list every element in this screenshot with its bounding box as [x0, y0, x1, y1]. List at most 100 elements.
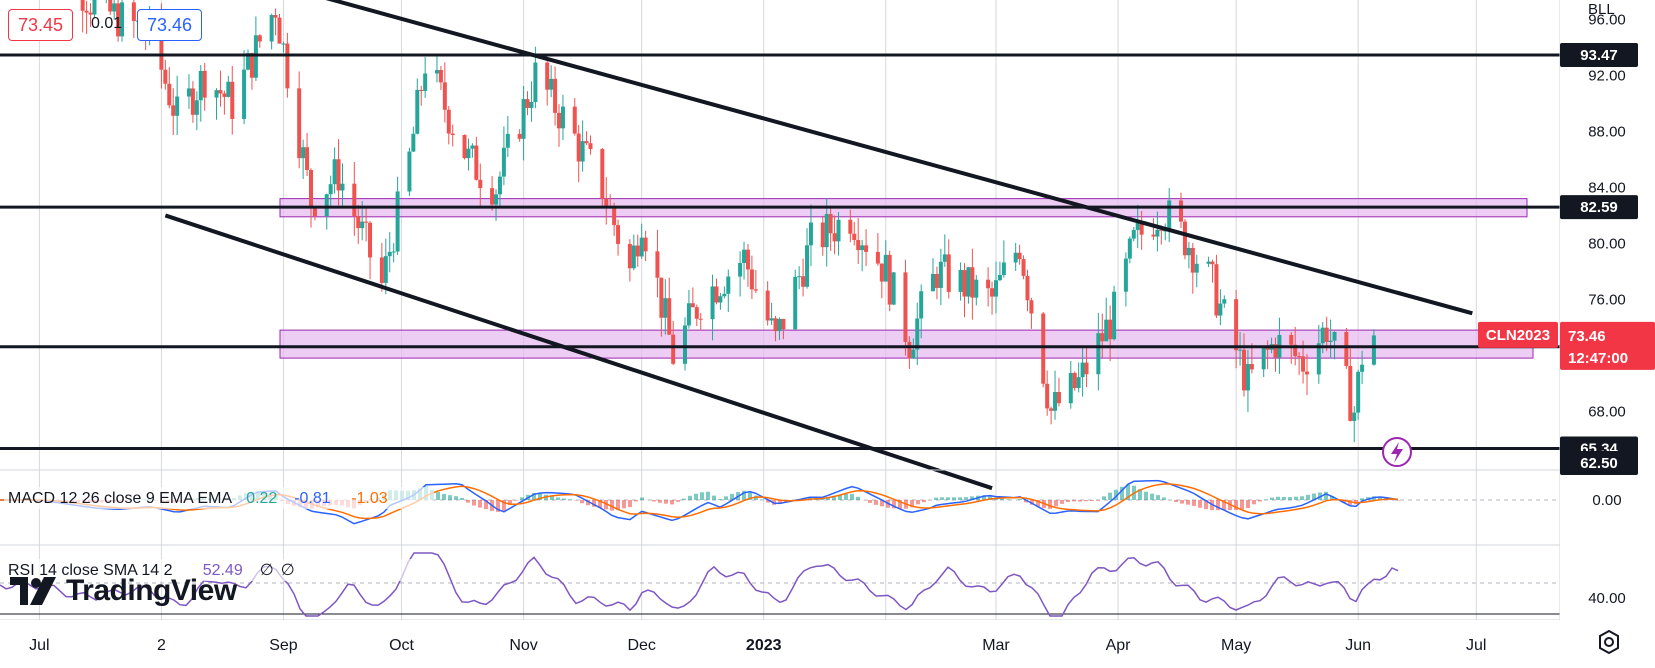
candle-down	[1210, 261, 1215, 265]
macd-histogram-bar	[466, 500, 470, 503]
indicator-value: 52.49	[203, 562, 243, 579]
candle-down	[946, 254, 951, 292]
candle-down	[753, 289, 758, 291]
candle-up	[1167, 200, 1172, 231]
macd-histogram-bar	[538, 493, 542, 500]
macd-histogram-bar	[742, 490, 746, 500]
macd-histogram-bar	[622, 500, 626, 509]
candle-up	[1238, 349, 1243, 351]
candle-down	[588, 143, 593, 150]
macd-histogram-bar	[1084, 500, 1088, 502]
candle-down	[159, 13, 164, 70]
macd-histogram-bar	[1306, 494, 1310, 500]
candle-down	[442, 82, 447, 110]
macd-histogram-bar	[1060, 500, 1064, 504]
macd-histogram-bar	[478, 500, 482, 508]
flash-icon[interactable]	[1382, 437, 1412, 467]
macd-histogram-bar	[514, 500, 518, 501]
indicator-title: MACD 12 26 close 9 EMA EMA	[8, 490, 232, 507]
candle-down	[1249, 364, 1254, 370]
indicator-value: ∅	[281, 562, 295, 579]
time-axis[interactable]: Jul 2 Sep Oct Nov Dec 2023 Mar Apr May Jun Jul	[0, 620, 1560, 668]
price-tick-label: 88.00	[1588, 123, 1626, 140]
macd-histogram-bar	[562, 498, 566, 500]
candle-up	[1316, 343, 1321, 375]
candle-up	[407, 151, 412, 192]
candle-down	[690, 303, 695, 308]
candle-down	[379, 257, 384, 283]
candle-down	[655, 251, 660, 278]
macd-histogram-bar	[664, 500, 668, 504]
time-tick-label: Jul	[1466, 637, 1486, 654]
candle-up	[1013, 252, 1018, 263]
candle-up	[411, 133, 416, 152]
candle-down	[604, 198, 609, 207]
macd-histogram-bar	[820, 498, 824, 500]
candle-down	[1159, 229, 1164, 231]
candle-down	[1029, 300, 1034, 314]
candle-down	[368, 222, 373, 258]
candle-down	[1084, 362, 1089, 375]
macd-histogram-bar	[1264, 499, 1268, 500]
macd-histogram-bar	[1324, 491, 1328, 500]
price-axis[interactable]: 96.0092.0088.0084.0080.0076.0072.0068.00…	[1478, 0, 1655, 668]
macd-histogram-bar	[442, 493, 446, 500]
candle-up	[1131, 229, 1136, 239]
macd-histogram-bar	[1216, 500, 1220, 511]
macd-histogram-bar	[1090, 500, 1094, 501]
price-tick-label: 80.00	[1588, 235, 1626, 252]
candle-up	[242, 69, 247, 119]
macd-histogram-bar	[676, 500, 680, 502]
ask-price-box[interactable]: 73.46	[137, 9, 203, 41]
axis-tag-text: 62.50	[1580, 455, 1618, 472]
candle-down	[230, 81, 235, 119]
last-price-text: 73.46	[1568, 328, 1606, 345]
macd-histogram-bar	[436, 492, 440, 500]
candle-down	[773, 318, 778, 332]
candle-up	[1245, 364, 1250, 391]
macd-histogram-bar	[1360, 498, 1364, 500]
macd-histogram-bar	[1120, 486, 1124, 500]
candle-down	[80, 0, 85, 11]
macd-histogram-bar	[874, 500, 878, 505]
level-tag	[1560, 195, 1638, 220]
candle-up	[434, 70, 439, 74]
candle-up	[521, 99, 526, 139]
macd-histogram-bar	[1150, 493, 1154, 500]
candle-down	[557, 112, 562, 129]
candle-down	[450, 133, 455, 136]
macd-histogram-bar	[730, 493, 734, 500]
candle-up	[938, 261, 943, 288]
macd-histogram-bar	[1030, 500, 1034, 505]
candle-down	[1214, 264, 1219, 316]
candle-up	[281, 43, 286, 45]
candle-down	[612, 206, 617, 226]
candle-down	[1297, 356, 1302, 358]
candle-down	[990, 288, 995, 297]
candle-down	[934, 273, 939, 288]
candle-down	[1324, 327, 1329, 342]
candle-down	[1304, 371, 1309, 375]
settings-gear-icon[interactable]	[1595, 628, 1623, 656]
time-tick-label: Jun	[1345, 637, 1371, 654]
macd-histogram-bar	[454, 496, 458, 500]
macd-histogram-bar	[1072, 500, 1076, 502]
candle-up	[686, 303, 691, 326]
candle-up	[501, 147, 506, 177]
macd-histogram-bar	[1174, 500, 1178, 503]
candle-up	[682, 325, 687, 364]
candle-up	[391, 251, 396, 253]
candle-down	[419, 89, 424, 91]
macd-histogram-bar	[964, 497, 968, 500]
bid-price-box[interactable]: 73.45	[8, 9, 74, 41]
candle-down	[572, 106, 577, 134]
indicator-value: -1.03	[351, 490, 388, 507]
candle-down	[1139, 222, 1144, 235]
macd-histogram-bar	[634, 500, 638, 502]
rsi-40-label: 40.00	[1588, 590, 1626, 607]
macd-histogram-bar	[652, 500, 656, 502]
macd-histogram-bar	[508, 500, 512, 506]
macd-histogram-bar	[550, 496, 554, 500]
macd-histogram-bar	[946, 497, 950, 500]
